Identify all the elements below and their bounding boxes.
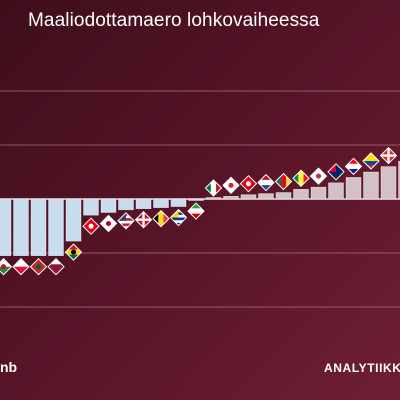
japan-flag-icon xyxy=(99,214,118,233)
morocco-flag-icon xyxy=(29,257,48,276)
croatia-flag-icon xyxy=(344,157,363,176)
bar-team-03 xyxy=(30,198,47,257)
belgium-flag-icon xyxy=(152,209,170,228)
canada-flag-icon xyxy=(222,176,240,195)
bar-team-14 xyxy=(223,196,239,200)
south-korea-flag-icon xyxy=(309,167,328,185)
ecuador-flag-icon xyxy=(362,152,380,170)
analytics-logo-text: ANALYTIIKK xyxy=(324,361,400,375)
iran-flag-icon xyxy=(187,202,205,220)
bar-team-10 xyxy=(153,198,169,208)
tunisia-flag-2-icon xyxy=(239,174,258,193)
bar-team-02 xyxy=(13,198,29,257)
bar-team-22 xyxy=(363,171,379,200)
qatar-flag-icon xyxy=(47,257,65,276)
bar-team-16 xyxy=(258,193,274,200)
ghana-flag-icon xyxy=(64,243,83,261)
bar-team-20 xyxy=(328,182,344,200)
bar-team-19 xyxy=(310,186,327,200)
poland-flag-icon xyxy=(12,257,30,276)
bar-team-21 xyxy=(345,177,362,200)
brand-logo-text: nb xyxy=(0,359,18,375)
bar-team-05 xyxy=(65,198,82,242)
bar-team-06 xyxy=(83,198,99,216)
bar-team-04 xyxy=(48,198,64,257)
bar-team-08 xyxy=(118,198,134,211)
bar-team-09 xyxy=(135,198,152,210)
switzerland-flag-icon xyxy=(379,146,398,165)
bar-team-11 xyxy=(170,198,187,207)
mexico-flag-icon xyxy=(204,179,223,197)
bar-team-18 xyxy=(293,188,309,200)
denmark-flag-icon xyxy=(134,211,153,229)
usa-flag-icon xyxy=(117,212,135,230)
bar-team-13 xyxy=(205,197,222,200)
bar-team-01 xyxy=(0,198,12,257)
bar-team-24 xyxy=(398,160,400,200)
bar-team-15 xyxy=(240,194,257,200)
bar-team-07 xyxy=(100,198,117,213)
netherlands-flag-icon xyxy=(257,173,275,192)
australia-flag-icon xyxy=(327,163,345,181)
bar-team-12 xyxy=(188,198,204,201)
senegal-flag-icon xyxy=(292,169,310,187)
bar-team-23 xyxy=(380,166,397,200)
wales-flag-icon xyxy=(0,257,13,276)
uruguay-flag-icon xyxy=(169,208,188,227)
bar-team-17 xyxy=(275,192,292,200)
page-title: Maaliodottamaero lohkovaiheessa xyxy=(28,10,320,31)
tunisia-flag-icon xyxy=(82,217,100,235)
cameroon-flag-icon xyxy=(274,172,293,191)
